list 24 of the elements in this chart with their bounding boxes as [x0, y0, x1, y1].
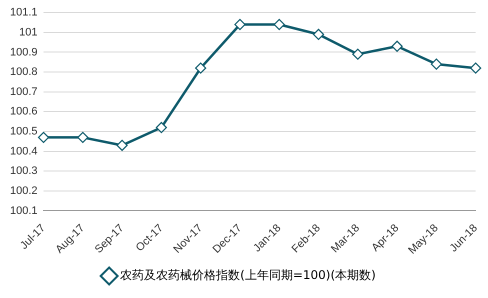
y-tick-label: 100.9 [10, 46, 38, 58]
point [470, 62, 482, 74]
y-tick-label: 100.7 [10, 86, 38, 98]
point [156, 122, 167, 134]
y-tick-label: 100.8 [10, 66, 38, 78]
y-tick-label: 101 [19, 26, 38, 38]
point [77, 132, 88, 144]
point [38, 132, 50, 144]
y-tick-label: 100.3 [10, 165, 38, 178]
point [352, 48, 364, 60]
point [274, 18, 285, 30]
point [234, 18, 246, 30]
point [391, 40, 403, 52]
y-tick-label: 100.4 [10, 145, 38, 158]
y-tick-label: 100.6 [10, 106, 38, 118]
y-tick-label: 100.2 [10, 184, 38, 197]
legend-label: 农药及农药械价格指数(上年同期=100)(本期数) [120, 268, 376, 282]
y-tick-label: 100.5 [10, 126, 38, 138]
point [430, 58, 442, 70]
y-tick-label: 100.1 [10, 204, 38, 217]
point [116, 140, 128, 151]
point [195, 62, 206, 74]
y-tick-label: 101.1 [10, 6, 38, 19]
point [312, 28, 324, 40]
